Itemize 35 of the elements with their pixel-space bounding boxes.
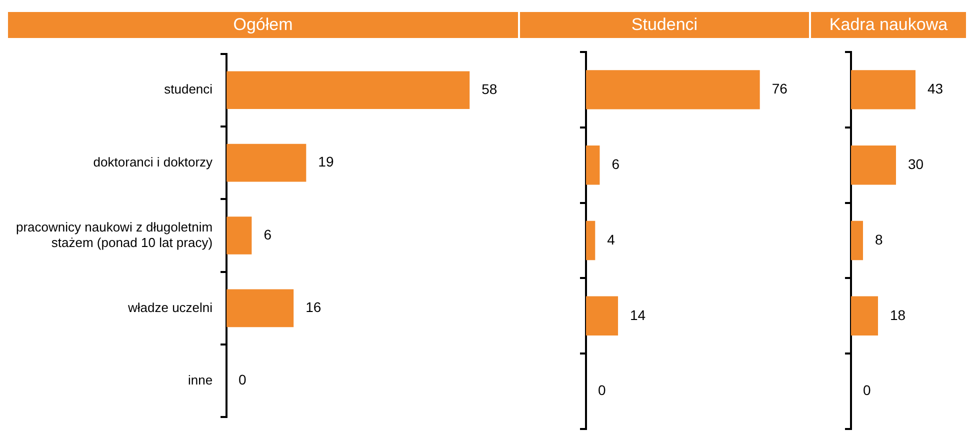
data-label: 8 [875, 231, 883, 248]
data-label: 4 [607, 231, 616, 248]
y-tick-label: studenci [164, 82, 213, 97]
data-label: 30 [908, 156, 924, 172]
bar [586, 296, 618, 336]
data-label: 76 [772, 80, 788, 97]
data-label: 6 [264, 226, 272, 242]
y-tick-label: władze uczelni [126, 300, 213, 315]
data-label: 43 [928, 80, 944, 97]
chart-title: Studenci [520, 12, 809, 38]
bar [226, 71, 470, 110]
chart-title: Kadra naukowa [811, 12, 966, 38]
bar [851, 296, 878, 336]
y-tick-label: doktoranci i doktorzy [93, 154, 214, 170]
data-label: 6 [612, 156, 620, 172]
data-label: 19 [318, 154, 334, 170]
data-label: 0 [598, 382, 606, 398]
data-label: 0 [863, 382, 871, 398]
bar [851, 220, 863, 260]
bar [851, 145, 896, 185]
bar [586, 70, 760, 110]
data-label: 18 [890, 306, 906, 323]
bar [851, 70, 916, 110]
bar [226, 216, 252, 254]
bar [226, 289, 294, 328]
y-tick-label: inne [188, 372, 213, 388]
y-tick-label: pracownicy naukowi z długoletnim stażem (ponad 10 lat pracy) [16, 219, 213, 250]
data-label: 58 [482, 81, 498, 97]
bar [226, 144, 306, 182]
data-label: 16 [306, 299, 322, 316]
chart-title: Ogółem [8, 12, 518, 38]
data-label: 0 [238, 372, 247, 388]
data-label: 14 [630, 306, 646, 323]
bar [586, 145, 600, 185]
bar [586, 220, 596, 260]
